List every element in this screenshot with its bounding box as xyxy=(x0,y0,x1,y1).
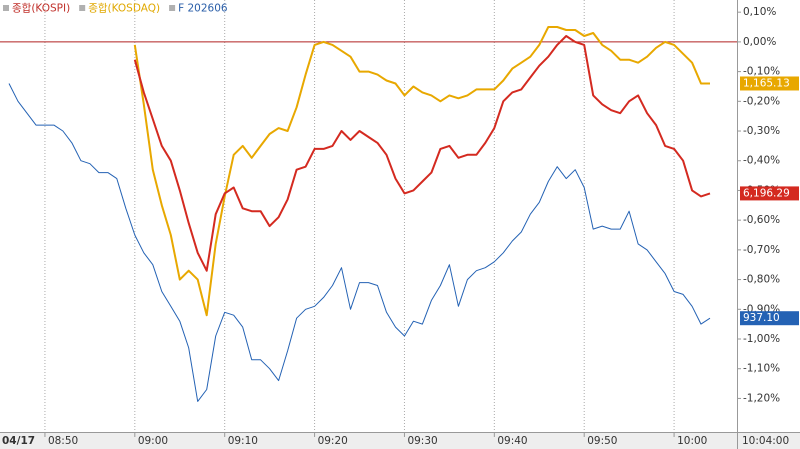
legend-label: 종합(KOSPI) xyxy=(12,3,70,15)
last-labels: 937.10 1,165.13 6,196.29 xyxy=(740,76,799,326)
y-tick-label: -0,40% xyxy=(743,155,780,167)
last-value-box xyxy=(740,311,799,326)
series-line xyxy=(133,35,711,272)
axis: 08:50 09:00 09:10 09:20 09:30 09:40 09:50 10:00… xyxy=(44,6,780,447)
y-tick-label: -0,80% xyxy=(743,274,780,286)
x-tick-label: 09:20 xyxy=(318,435,348,447)
y-tick-label: -0,30% xyxy=(743,125,780,137)
lines xyxy=(8,26,711,402)
y-tick-label: -0,10% xyxy=(743,66,780,78)
y-tick-label: -1,20% xyxy=(743,392,780,404)
last-value-box xyxy=(740,76,799,91)
time-label: 10:04:00 xyxy=(742,435,789,447)
series-line xyxy=(8,83,711,402)
x-tick-label: 09:00 xyxy=(138,435,168,447)
x-tick-label: 08:50 xyxy=(48,435,78,447)
x-tick-label: 10:00 xyxy=(677,435,707,447)
series-line xyxy=(133,26,710,317)
y-tick-label: 0,10% xyxy=(743,6,776,18)
y-tick-label: -1,10% xyxy=(743,363,780,375)
last-value-box xyxy=(740,186,799,201)
last-value-label: 6,196.29 xyxy=(743,187,790,199)
y-tick-label: 0,00% xyxy=(743,36,776,48)
y-tick-label: -1,00% xyxy=(743,333,780,345)
last-value-label: 937.10 xyxy=(743,312,780,324)
x-tick-label: 09:50 xyxy=(587,435,617,447)
legend-swatch xyxy=(3,5,9,11)
legend-label: F 202606 xyxy=(178,3,228,15)
legend-swatch xyxy=(169,5,176,11)
last-value-label: 1,165.13 xyxy=(743,77,790,89)
legend-label: 종합(KOSDAQ) xyxy=(88,3,160,15)
legend-swatch xyxy=(79,5,86,11)
x-axis-band xyxy=(0,432,800,449)
grid xyxy=(0,0,737,432)
legend: 종합(KOSPI) 종합(KOSDAQ) F 202606 xyxy=(3,3,228,15)
x-tick-label: 09:40 xyxy=(497,435,527,447)
y-tick-label: -0,70% xyxy=(743,244,780,256)
x-tick-label: 09:10 xyxy=(228,435,258,447)
y-tick-label: -0,20% xyxy=(743,95,780,107)
date-label: 04/17 xyxy=(2,435,35,447)
x-tick-label: 09:30 xyxy=(407,435,437,447)
y-tick-label: -0,60% xyxy=(743,214,780,226)
